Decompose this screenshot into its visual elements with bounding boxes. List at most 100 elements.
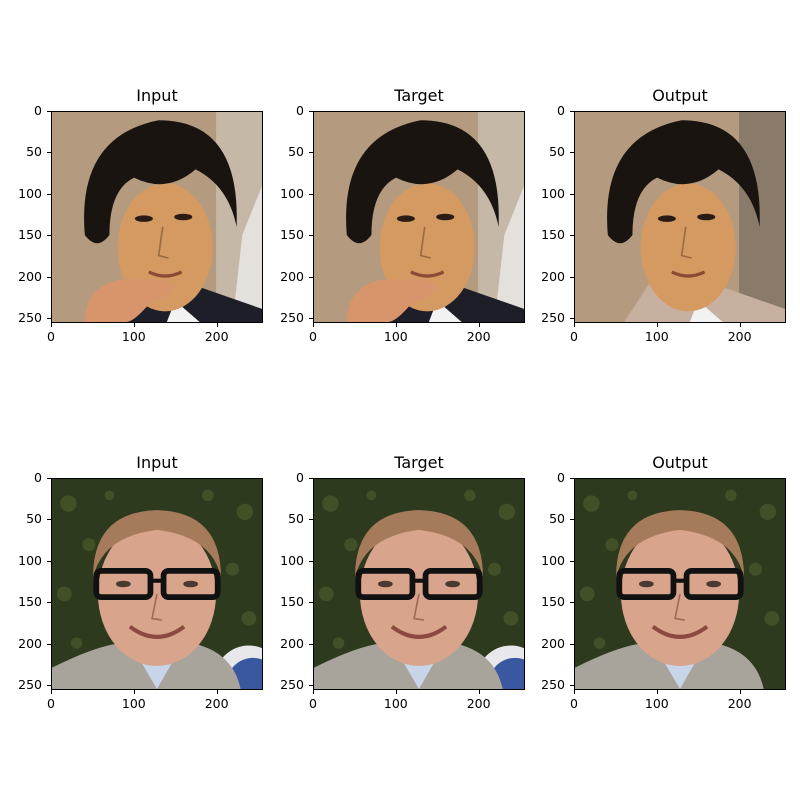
panel-title: Output	[652, 453, 708, 472]
x-tick-mark	[656, 323, 658, 327]
y-tick-mark	[47, 152, 51, 154]
x-tick-label: 200	[727, 329, 752, 344]
y-tick-label: 250	[280, 310, 304, 326]
y-tick-label: 50	[549, 511, 565, 527]
y-tick-mark	[570, 276, 574, 278]
x-tick-label: 200	[727, 696, 752, 711]
x-tick-mark	[133, 690, 135, 694]
face-image	[574, 478, 786, 690]
y-tick-label: 250	[541, 310, 565, 326]
y-tick-label: 200	[541, 268, 565, 284]
x-tick-mark	[739, 323, 741, 327]
y-tick-label: 200	[18, 268, 42, 284]
face-image	[313, 111, 525, 323]
y-tick-mark	[570, 235, 574, 237]
x-tick-mark	[656, 690, 658, 694]
y-tick-label: 0	[34, 103, 42, 118]
y-tick-mark	[47, 519, 51, 521]
panel-output: Output 0 50 100 150 200 250 0 100 200	[541, 86, 786, 344]
y-tick-mark	[570, 478, 574, 479]
face-image	[313, 478, 525, 690]
y-tick-mark	[47, 318, 51, 320]
y-tick-label: 50	[288, 144, 304, 160]
y-tick-mark	[309, 318, 313, 320]
y-tick-label: 0	[557, 103, 565, 118]
y-tick-mark	[309, 478, 313, 479]
y-tick-label: 250	[541, 677, 565, 693]
x-tick-label: 0	[309, 329, 317, 344]
y-tick-mark	[47, 276, 51, 278]
y-tick-label: 100	[541, 552, 565, 568]
x-tick-mark	[313, 323, 314, 327]
y-tick-mark	[309, 111, 313, 112]
y-tick-label: 50	[26, 511, 42, 527]
y-tick-label: 100	[18, 185, 42, 201]
face-picture	[575, 112, 785, 322]
panel-title: Target	[394, 86, 444, 105]
face-picture	[314, 112, 524, 322]
x-tick-label: 200	[466, 696, 491, 711]
y-tick-label: 100	[280, 185, 304, 201]
y-tick-label: 100	[18, 552, 42, 568]
x-tick-mark	[133, 323, 135, 327]
panel-input: Input 0 50 100 150 200 250 0 100 200	[18, 453, 263, 711]
x-tick-mark	[574, 690, 575, 694]
x-tick-mark	[478, 690, 480, 694]
x-tick-label: 200	[204, 329, 229, 344]
y-tick-label: 0	[296, 103, 304, 118]
y-tick-mark	[570, 685, 574, 687]
y-tick-label: 150	[18, 594, 42, 610]
y-tick-mark	[570, 560, 574, 562]
panel-title: Output	[652, 86, 708, 105]
x-tick-label: 0	[570, 329, 578, 344]
y-tick-label: 150	[280, 227, 304, 243]
y-tick-mark	[570, 318, 574, 320]
y-tick-mark	[47, 235, 51, 237]
y-tick-label: 250	[280, 677, 304, 693]
face-picture	[314, 479, 524, 689]
y-tick-mark	[47, 602, 51, 604]
x-tick-label: 200	[204, 696, 229, 711]
y-tick-label: 100	[541, 185, 565, 201]
y-tick-mark	[309, 519, 313, 521]
face-picture	[52, 479, 262, 689]
x-tick-mark	[395, 323, 397, 327]
x-tick-mark	[395, 690, 397, 694]
x-tick-label: 100	[383, 329, 408, 344]
x-tick-label: 100	[644, 329, 669, 344]
face-image	[574, 111, 786, 323]
face-image	[51, 111, 263, 323]
y-tick-mark	[570, 111, 574, 112]
x-tick-mark	[51, 690, 52, 694]
y-tick-mark	[570, 152, 574, 154]
y-tick-mark	[570, 602, 574, 604]
y-tick-label: 150	[18, 227, 42, 243]
y-tick-label: 50	[288, 511, 304, 527]
y-tick-mark	[309, 276, 313, 278]
x-tick-mark	[478, 323, 480, 327]
y-tick-label: 200	[280, 635, 304, 651]
y-tick-mark	[47, 560, 51, 562]
y-tick-label: 150	[280, 594, 304, 610]
y-tick-label: 0	[34, 470, 42, 485]
y-tick-mark	[309, 235, 313, 237]
y-tick-mark	[47, 685, 51, 687]
x-tick-mark	[216, 323, 218, 327]
face-picture	[575, 479, 785, 689]
panel-input: Input 0 50 100 150 200 250 0 100 200	[18, 86, 263, 344]
face-image	[51, 478, 263, 690]
x-tick-mark	[216, 690, 218, 694]
face-picture	[52, 112, 262, 322]
x-tick-label: 0	[47, 696, 55, 711]
x-tick-label: 100	[121, 696, 146, 711]
y-tick-mark	[309, 193, 313, 195]
x-tick-label: 100	[383, 696, 408, 711]
x-tick-mark	[51, 323, 52, 327]
y-tick-label: 100	[280, 552, 304, 568]
y-tick-label: 0	[296, 470, 304, 485]
y-tick-label: 150	[541, 594, 565, 610]
x-tick-label: 0	[47, 329, 55, 344]
y-tick-label: 250	[18, 677, 42, 693]
x-tick-label: 200	[466, 329, 491, 344]
